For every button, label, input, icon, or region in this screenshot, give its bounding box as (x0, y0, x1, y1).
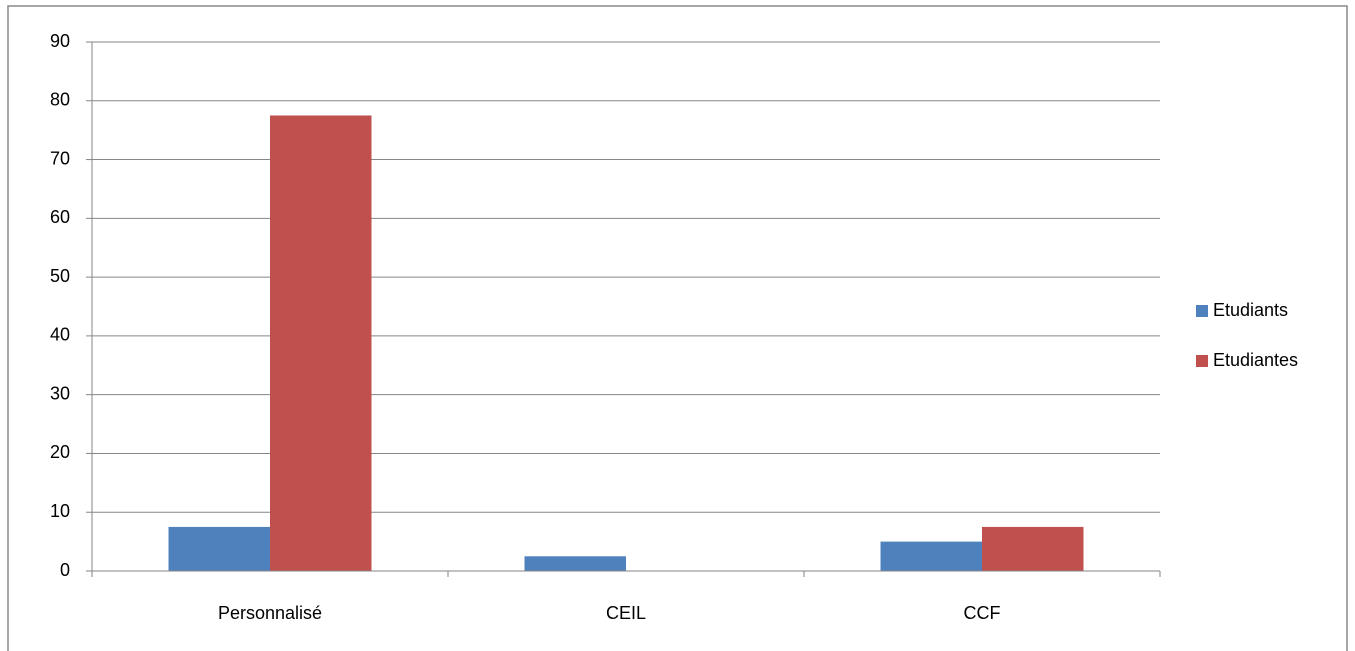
y-tick-label: 70 (50, 148, 70, 168)
legend-label: Etudiants (1213, 300, 1288, 320)
y-tick-label: 0 (60, 560, 70, 580)
x-tick-label: CCF (964, 603, 1001, 623)
y-tick-label: 30 (50, 383, 70, 403)
y-tick-label: 20 (50, 442, 70, 462)
y-tick-label: 90 (50, 31, 70, 51)
bar (168, 526, 270, 571)
y-tick-label: 50 (50, 266, 70, 286)
x-tick-label: Personnalisé (218, 603, 322, 623)
bar (524, 556, 626, 571)
legend-label: Etudiantes (1213, 350, 1298, 370)
y-tick-label: 10 (50, 501, 70, 521)
legend-swatch (1196, 305, 1208, 317)
y-tick-label: 40 (50, 325, 70, 345)
bar (270, 115, 372, 571)
bar (880, 541, 982, 571)
y-tick-label: 80 (50, 90, 70, 110)
y-tick-label: 60 (50, 207, 70, 227)
bar (982, 526, 1084, 571)
legend-swatch (1196, 355, 1208, 367)
x-tick-label: CEIL (606, 603, 646, 623)
